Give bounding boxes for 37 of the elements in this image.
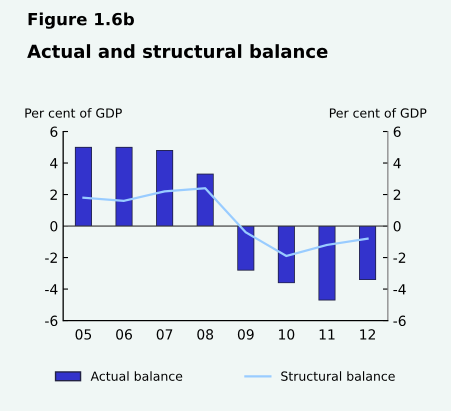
y-tick-label: -4 [45,284,58,294]
y2-tick-label: 2 [394,190,400,200]
x-tick-label: 08 [197,329,214,340]
y2-tick-label: -4 [393,284,406,294]
bar [196,174,214,226]
y-tick-label: 4 [50,158,58,168]
y2-tick-label: -6 [393,316,406,326]
legend-label: Actual balance [90,371,182,381]
bar [278,226,295,284]
bar [237,226,254,271]
x-tick-label: 12 [360,329,376,340]
bar [115,146,133,226]
chart-subtitle: Actual and structural balance [27,44,328,58]
y-tick-label: 0 [50,221,58,232]
y-tick-label: -2 [45,252,57,263]
legend-label: Structural balance [281,371,395,381]
x-tick-label: 11 [320,329,335,340]
y-axis-title: Per cent of GDP [25,108,122,118]
y-tick-label: 6 [50,126,58,137]
y2-tick-label: 0 [394,221,401,232]
x-tick-label: 07 [156,329,172,340]
bar [318,226,336,301]
y2-axis-title: Per cent of GDP [330,108,426,118]
y-tick-label: 2 [50,190,57,200]
bar [359,226,376,280]
bar [156,150,174,226]
y2-tick-label: 4 [393,158,401,168]
x-tick-label: 10 [279,329,294,340]
y2-tick-label: -2 [393,252,406,263]
x-tick-label: 09 [238,329,254,340]
x-tick-label: 05 [76,329,92,340]
x-tick-label: 06 [116,329,132,340]
line-series [82,187,369,258]
bar [74,146,92,226]
y2-tick-label: 6 [394,126,401,137]
chart-title: Figure 1.6b [28,12,134,29]
y-tick-label: -6 [45,316,58,326]
